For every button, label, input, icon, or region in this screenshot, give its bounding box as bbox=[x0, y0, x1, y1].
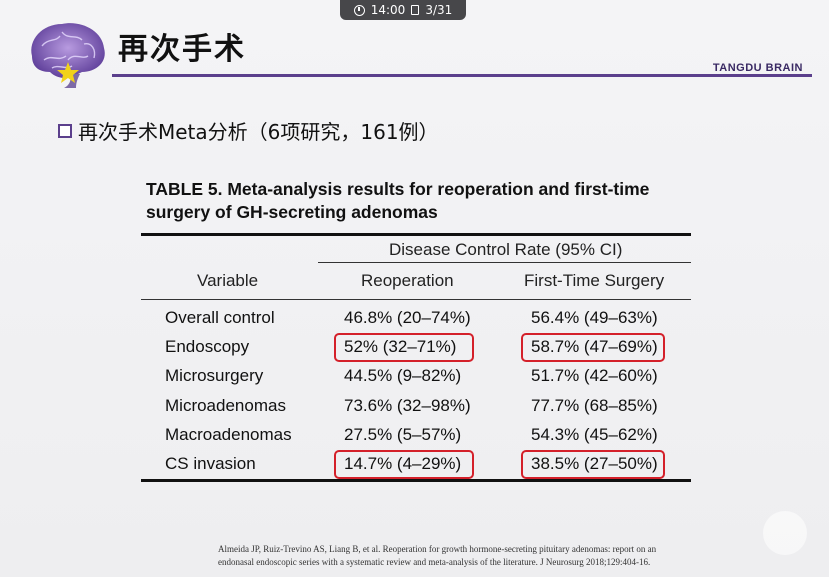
citation: Almeida JP, Ruiz-Trevino AS, Liang B, et… bbox=[218, 543, 808, 569]
watermark-badge bbox=[763, 511, 807, 555]
presenter-time: 14:00 bbox=[370, 3, 406, 17]
group-header-rule bbox=[318, 262, 691, 263]
brain-logo-icon bbox=[31, 23, 105, 88]
highlight-box-first-time bbox=[521, 450, 665, 479]
row-first-time: 51.7% (42–60%) bbox=[531, 366, 658, 385]
slide-title: 再次手术 bbox=[118, 32, 246, 67]
table-top-rule bbox=[141, 233, 691, 236]
row-variable: Macroadenomas bbox=[165, 425, 292, 444]
header-bottom-rule bbox=[141, 299, 691, 300]
row-first-time: 58.7% (47–69%) bbox=[531, 337, 658, 356]
row-variable: Overall control bbox=[165, 308, 275, 327]
row-reoperation: 73.6% (32–98%) bbox=[344, 396, 471, 415]
subtitle-text: 再次手术Meta分析（6项研究，161例） bbox=[78, 120, 439, 144]
highlight-box-first-time bbox=[521, 333, 665, 362]
row-variable: Microadenomas bbox=[165, 396, 286, 415]
highlight-box-reoperation bbox=[334, 450, 474, 479]
table-caption: TABLE 5. Meta-analysis results for reope… bbox=[146, 178, 706, 224]
row-reoperation: 14.7% (4–29%) bbox=[344, 454, 462, 473]
table-bottom-rule bbox=[141, 479, 691, 482]
square-bullet-icon bbox=[58, 123, 72, 138]
header-divider bbox=[112, 74, 812, 77]
table-caption-line2: surgery of GH-secreting adenomas bbox=[146, 202, 438, 222]
brand-label: TANGDU BRAIN bbox=[712, 62, 803, 74]
row-reoperation: 44.5% (9–82%) bbox=[344, 366, 462, 385]
group-header: Disease Control Rate (95% CI) bbox=[389, 240, 623, 259]
row-first-time: 56.4% (49–63%) bbox=[531, 308, 658, 327]
column-header-variable: Variable bbox=[197, 271, 259, 290]
column-header-reoperation: Reoperation bbox=[361, 271, 454, 290]
presenter-bar[interactable]: 14:00 3/31 bbox=[340, 0, 466, 20]
row-variable: Endoscopy bbox=[165, 337, 250, 356]
subtitle: 再次手术Meta分析（6项研究，161例） bbox=[58, 116, 439, 145]
citation-line1: Almeida JP, Ruiz-Trevino AS, Liang B, et… bbox=[218, 544, 657, 554]
row-variable: CS invasion bbox=[165, 454, 256, 473]
citation-line2: endonasal endoscopic series with a syste… bbox=[218, 557, 651, 567]
row-first-time: 77.7% (68–85%) bbox=[531, 396, 658, 415]
page-icon bbox=[411, 5, 420, 15]
highlight-box-reoperation bbox=[334, 333, 474, 362]
column-header-first-time: First-Time Surgery bbox=[524, 271, 665, 290]
presenter-page: 3/31 bbox=[425, 3, 453, 17]
row-reoperation: 46.8% (20–74%) bbox=[344, 308, 471, 327]
row-reoperation: 52% (32–71%) bbox=[344, 337, 457, 356]
row-first-time: 54.3% (45–62%) bbox=[531, 425, 658, 444]
row-variable: Microsurgery bbox=[165, 366, 264, 385]
row-reoperation: 27.5% (5–57%) bbox=[344, 425, 462, 444]
row-first-time: 38.5% (27–50%) bbox=[531, 454, 658, 473]
clock-icon bbox=[353, 4, 365, 16]
table-caption-line1: TABLE 5. Meta-analysis results for reope… bbox=[146, 179, 650, 199]
